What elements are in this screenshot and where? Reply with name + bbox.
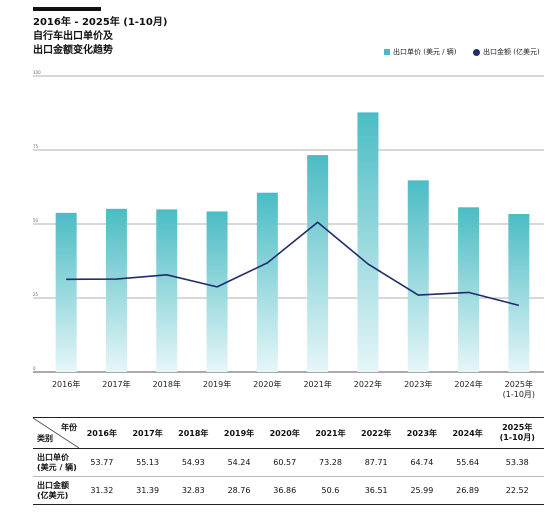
y-tick-label: 0	[33, 366, 36, 371]
table-year-header: 2016年	[79, 417, 125, 449]
table-year-header: 2019年	[216, 417, 262, 449]
x-tick-label: 2021年	[303, 379, 331, 389]
y-tick-label: 75	[33, 144, 39, 149]
table-row-unit-price: 出口单价 (美元 / 辆) 53.77 55.13 54.93 54.24 60…	[33, 448, 544, 477]
x-tick-label: 2020年	[253, 379, 281, 389]
bar	[256, 192, 278, 372]
x-tick-label: 2017年	[102, 379, 130, 389]
table-cell: 54.93	[170, 448, 217, 477]
title-line-2: 自行车出口单价及	[33, 31, 113, 42]
table-cell: 50.6	[307, 476, 354, 505]
bar	[458, 207, 480, 372]
table-cell: 55.64	[444, 448, 491, 477]
table-year-header-last-line2: (1-10月)	[499, 433, 535, 442]
table-cell: 28.76	[216, 476, 262, 505]
table-row-amount: 出口金额 (亿美元) 31.32 31.39 32.83 28.76 36.86…	[33, 476, 544, 505]
legend-label-unit-price: 出口单价 (美元 / 辆)	[393, 48, 457, 56]
table-year-header: 2018年	[170, 417, 217, 449]
bar	[357, 112, 379, 372]
table-cell: 32.83	[170, 476, 217, 505]
table-cell: 26.89	[444, 476, 491, 505]
table-cell: 22.52	[490, 476, 544, 505]
corner-year-label: 年份	[61, 423, 77, 432]
x-tick-sublabel: (1-10月)	[503, 390, 535, 399]
table-year-header-last-line1: 2025年	[502, 423, 533, 432]
x-tick-label: 2019年	[203, 379, 231, 389]
table-cell: 60.57	[261, 448, 308, 477]
bar	[508, 213, 530, 372]
table-year-header: 2017年	[124, 417, 171, 449]
x-tick-label: 2024年	[454, 379, 482, 389]
legend-item-amount: 出口金额 (亿美元)	[473, 47, 540, 57]
legend-swatch-bar	[384, 49, 390, 55]
y-tick-label: 50	[33, 218, 39, 223]
chart-title: 2016年 - 2025年 (1-10月) 自行车出口单价及 出口金额变化趋势	[33, 16, 167, 58]
x-tick-label: 2016年	[52, 379, 80, 389]
table-year-header: 2024年	[444, 417, 491, 449]
table-cell: 31.39	[124, 476, 171, 505]
table-cell: 31.32	[79, 476, 125, 505]
table-cell: 87.71	[353, 448, 400, 477]
title-accent-bar	[33, 7, 101, 11]
chart-plot: 100 75 50 25 0 2016年 2017年 2018年 2019年 2020年 2021…	[33, 70, 544, 399]
x-tick-label: 2022年	[354, 379, 382, 389]
row-label-amount: 出口金额 (亿美元)	[33, 476, 79, 505]
table-corner-cell: 年份 类别	[33, 417, 79, 449]
y-tick-label: 25	[33, 292, 39, 297]
legend-label-amount: 出口金额 (亿美元)	[483, 48, 540, 56]
x-tick-label: 2023年	[404, 379, 432, 389]
table-cell: 25.99	[399, 476, 445, 505]
table-cell: 54.24	[216, 448, 262, 477]
table-year-header: 2020年	[261, 417, 308, 449]
legend-swatch-line	[473, 48, 480, 56]
title-line-1: 2016年 - 2025年 (1-10月)	[33, 17, 168, 28]
legend-item-unit-price: 出口单价 (美元 / 辆)	[384, 47, 457, 57]
table-cell: 53.77	[79, 448, 125, 477]
table-year-header: 2021年	[307, 417, 354, 449]
series-line	[66, 221, 520, 307]
bar	[55, 212, 77, 372]
table-year-header: 2023年	[399, 417, 445, 449]
row-label-amount-line1: 出口金额	[37, 480, 69, 490]
table-cell: 64.74	[399, 448, 445, 477]
bar	[407, 180, 429, 372]
table-cell: 36.86	[261, 476, 308, 505]
row-label-unit-price: 出口单价 (美元 / 辆)	[33, 448, 79, 477]
row-label-unit-price-line1: 出口单价	[37, 452, 69, 462]
table-cell: 55.13	[124, 448, 171, 477]
title-line-3: 出口金额变化趋势	[33, 45, 113, 56]
row-label-unit-price-line2: (美元 / 辆)	[37, 462, 77, 472]
table-cell: 53.38	[490, 448, 544, 477]
table-cell: 73.28	[307, 448, 354, 477]
table-year-header: 2022年	[353, 417, 400, 449]
table-header-row: 年份 类别 2016年 2017年 2018年 2019年 2020年 2021…	[33, 417, 544, 449]
bar	[105, 208, 127, 372]
x-tick-label: 2025年	[505, 379, 533, 389]
table-year-header-last: 2025年 (1-10月)	[490, 417, 544, 449]
data-table: 年份 类别 2016年 2017年 2018年 2019年 2020年 2021…	[33, 417, 544, 505]
row-label-amount-line2: (亿美元)	[37, 490, 69, 500]
bar	[307, 155, 329, 372]
bar	[156, 209, 178, 372]
corner-category-label: 类别	[37, 434, 53, 443]
table-cell: 36.51	[353, 476, 400, 505]
bar	[206, 211, 228, 372]
y-tick-label: 100	[33, 70, 41, 75]
x-tick-label: 2018年	[153, 379, 181, 389]
